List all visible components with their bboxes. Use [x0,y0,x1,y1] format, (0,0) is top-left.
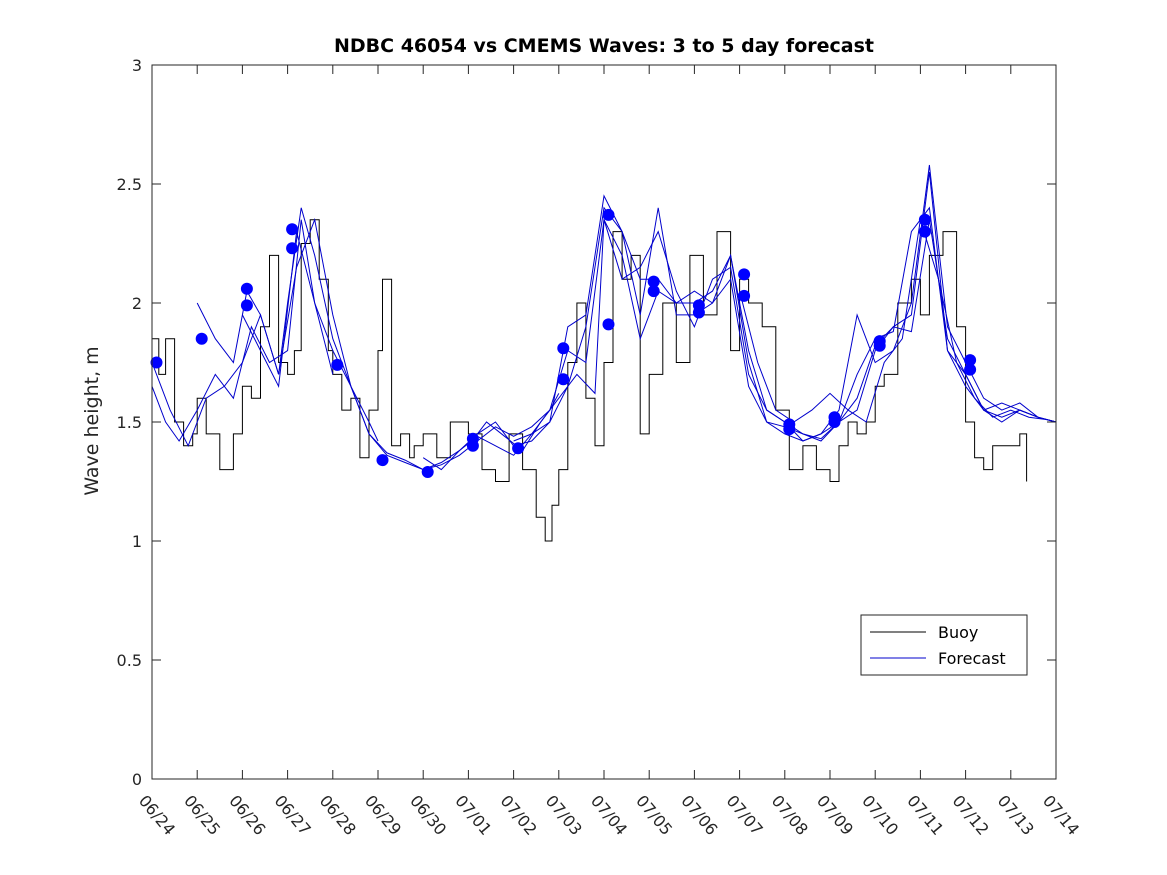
forecast-marker-21 [738,268,751,281]
legend: Buoy Forecast [860,614,1028,676]
forecast-marker-22 [738,289,751,302]
forecast-marker-5 [286,223,299,236]
forecast-marker-15 [602,208,615,221]
legend-label-buoy: Buoy [938,623,978,642]
forecast-marker-11 [466,439,479,452]
forecast-marker-13 [557,342,570,355]
y-tick-label: 2.5 [117,175,142,194]
forecast-marker-30 [918,225,931,238]
forecast-marker-20 [692,306,705,319]
chart-title: NDBC 46054 vs CMEMS Waves: 3 to 5 day fo… [334,35,874,57]
forecast-marker-28 [873,339,886,352]
forecast-marker-2 [195,332,208,345]
forecast-marker-24 [783,423,796,436]
forecast-marker-9 [421,466,434,478]
forecast-marker-4 [240,299,253,312]
legend-box [860,614,1028,676]
y-tick-label: 0 [132,770,142,789]
forecast-series-line-4 [241,218,1057,471]
forecast-marker-3 [240,282,253,295]
forecast-marker-6 [286,242,299,255]
plot-area [150,164,1057,542]
forecast-marker-14 [557,373,570,386]
y-tick-label: 0.5 [117,651,142,670]
y-tick-label: 1.5 [117,413,142,432]
forecast-marker-17 [647,275,660,288]
forecast-series-line-3 [151,219,334,442]
y-tick-label: 1 [132,532,142,551]
legend-label-forecast: Forecast [938,649,1006,668]
buoy-series-line [152,219,1028,542]
forecast-marker-7 [331,358,344,371]
forecast-marker-32 [964,363,977,376]
forecast-marker-16 [602,318,615,331]
forecast-marker-8 [376,454,389,467]
forecast-marker-1 [150,356,163,369]
forecast-marker-29 [918,213,931,226]
y-axis-label: Wave height, m [81,346,103,495]
forecast-marker-31 [964,354,977,367]
forecast-marker-26 [828,416,841,428]
y-tick-label: 3 [132,56,142,75]
forecast-marker-12 [512,442,525,455]
y-tick-label: 2 [132,294,142,313]
forecast-marker-18 [647,285,660,298]
